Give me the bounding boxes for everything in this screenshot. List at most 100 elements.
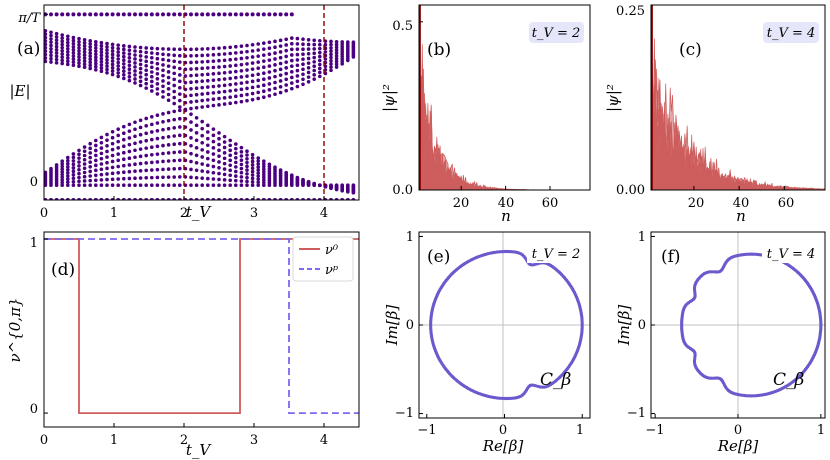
a-band-point [306, 75, 311, 79]
a-band-point [318, 58, 322, 63]
a-band-point [222, 58, 227, 63]
a-band-point [217, 154, 221, 158]
a-band-point [71, 166, 76, 170]
a-pi-mode [82, 12, 87, 17]
panel-f: −1 0 1 −1 0 1 Re[β] Im[β] (f) t_V = 4 C_… [615, 230, 826, 455]
panel-b-badge-text: t_V = 2 [532, 26, 581, 41]
a-band-point [77, 46, 81, 50]
a-pi-mode [228, 12, 233, 17]
a-band-point [206, 72, 210, 77]
panel-f-xtick-m1: −1 [645, 423, 664, 438]
a-band-point [122, 150, 126, 155]
a-band-point [228, 138, 232, 143]
a-band-point [200, 183, 204, 188]
a-band-point [172, 117, 176, 122]
a-band-point [211, 97, 216, 102]
a-band-point [284, 83, 289, 87]
panel-d-xtick-0: 0 [40, 433, 48, 448]
a-band-point [178, 60, 182, 64]
a-band-point [245, 149, 249, 154]
a-band-point [60, 180, 64, 185]
a-band-point [262, 95, 266, 100]
a-band-point [161, 127, 165, 132]
a-band-point [161, 112, 165, 116]
a-band-point [133, 49, 137, 53]
a-band-point [94, 58, 98, 63]
a-band-point [144, 81, 148, 86]
a-band-point [99, 66, 104, 70]
panel-e-ytick-0: 0 [406, 318, 414, 333]
a-band-point [161, 84, 165, 89]
a-band-point [256, 156, 261, 160]
a-band-point [245, 80, 249, 85]
a-band-point [138, 125, 143, 130]
a-band-point [239, 145, 244, 150]
a-band-point [262, 83, 266, 88]
a-band-point [99, 56, 104, 61]
panel-c-xlabel: n [736, 207, 746, 225]
a-band-point [217, 58, 221, 63]
a-band-point [94, 143, 98, 148]
a-band-point [256, 168, 261, 172]
a-band-point [77, 58, 81, 62]
a-band-point [138, 168, 143, 173]
a-band-point [66, 168, 70, 172]
a-band-point [138, 132, 143, 137]
a-pi-mode [155, 12, 160, 17]
a-band-point [99, 40, 104, 45]
a-band-point [105, 177, 109, 182]
a-band-point [144, 183, 148, 188]
a-band-point [110, 66, 115, 70]
a-band-point [250, 42, 255, 47]
a-band-point [94, 49, 98, 53]
a-band-point [122, 144, 126, 149]
a-band-point [206, 123, 210, 128]
a-band-point [127, 59, 132, 64]
panel-c-axes [650, 4, 826, 191]
a-band-point [77, 43, 81, 47]
a-band-point [166, 159, 171, 163]
a-band-point [133, 169, 137, 174]
a-band-point [178, 92, 182, 96]
a-band-point [262, 170, 266, 174]
a-band-point [301, 52, 305, 57]
a-band-point [217, 96, 221, 101]
a-band-point [239, 56, 244, 61]
a-band-point [189, 80, 193, 85]
a-band-point [250, 73, 255, 78]
a-band-point [82, 157, 87, 162]
a-pi-mode [105, 12, 109, 17]
a-band-point [99, 50, 104, 55]
a-band-point [262, 71, 266, 75]
a-band-point [155, 71, 160, 76]
a-band-point [250, 97, 255, 102]
a-band-point [49, 37, 53, 41]
a-band-point [105, 45, 109, 49]
a-band-point [94, 55, 98, 60]
a-band-point [110, 69, 115, 73]
a-band-point [66, 171, 70, 175]
a-band-point [178, 105, 182, 109]
a-band-point [99, 162, 104, 166]
a-band-point [194, 131, 199, 135]
a-band-point [44, 35, 48, 40]
a-band-point [155, 152, 160, 156]
a-band-point [116, 164, 120, 169]
a-band-point [334, 59, 339, 64]
a-band-point [54, 183, 59, 188]
a-band-point [150, 137, 154, 142]
a-band-point [133, 183, 137, 188]
a-band-point [295, 183, 300, 188]
a-band-point [239, 170, 244, 175]
gbz-point [819, 325, 823, 329]
a-band-point [222, 167, 227, 171]
a-band-point [127, 78, 132, 83]
a-band-point [122, 44, 126, 48]
a-band-point [290, 81, 294, 85]
panel-e-ylabel: Im[β] [383, 305, 401, 347]
a-band-point [189, 183, 193, 188]
a-band-point [155, 183, 160, 188]
a-band-point [306, 79, 311, 84]
a-band-point [60, 159, 64, 164]
a-band-point [228, 148, 232, 153]
